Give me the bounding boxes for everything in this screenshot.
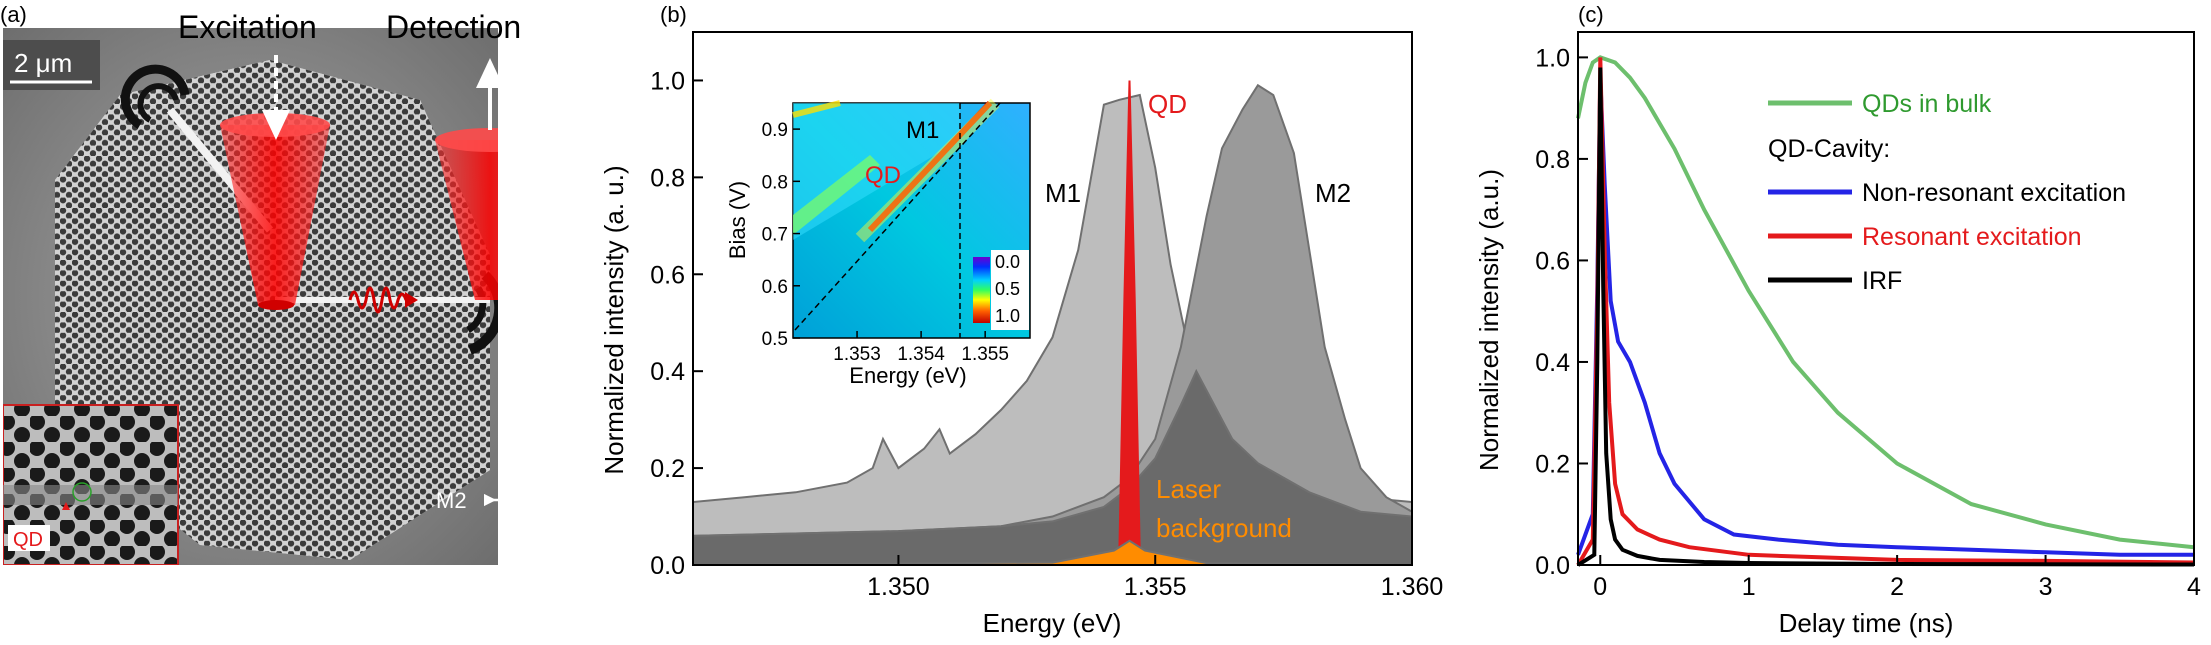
xtick-label-c-0: 0 (1593, 573, 1607, 601)
heatmap-label-qd: QD (865, 162, 901, 189)
ytick-label-c-3: 0.6 (1535, 247, 1570, 275)
panel-a-tag: (a) (0, 2, 27, 27)
scalebar-label: 2 μm (14, 48, 72, 78)
inset-zoom: QD (3, 404, 179, 565)
ytick-label-c-1: 0.2 (1535, 450, 1570, 478)
xtick-label-b-0: 1.350 (867, 573, 930, 601)
inset-xtick-label-0: 1.353 (833, 344, 881, 365)
colorbar-legend-bg (991, 250, 1029, 330)
plot-frame-b (692, 31, 1413, 566)
detection-arrow-icon (476, 58, 504, 130)
panel-b-annot-m1: M1 (1045, 178, 1081, 208)
heatmap-xlabel: Energy (eV) (849, 363, 966, 388)
xtick-label-c-4: 4 (2187, 573, 2201, 601)
panel-b-tag: (b) (660, 2, 687, 27)
colorbar (973, 257, 990, 323)
panel-b-plot: 1.350 1.355 1.360 0.0 0.2 0.4 0.6 0.8 1.0 (650, 31, 1444, 601)
detection-cone (435, 128, 498, 300)
colorbar-tick-0: 0.0 (995, 252, 1020, 272)
inset-ytick-label-1: 0.6 (762, 277, 788, 298)
grating-coupler-left (120, 64, 190, 129)
colorbar-tick-1: 0.5 (995, 279, 1020, 299)
inset-ytick-label-2: 0.7 (762, 225, 788, 246)
ytick-label-b-2: 0.4 (650, 358, 685, 386)
heatmap-qd-line (867, 100, 993, 233)
ytick-label-c-4: 0.8 (1535, 146, 1570, 174)
panel-b-annot-m2: M2 (1315, 178, 1351, 208)
ytick-label-c-0: 0.0 (1535, 552, 1570, 580)
panel-c-legend: QDs in bulk QD-Cavity: Non-resonant exci… (1768, 90, 2126, 295)
inset-ytick-label-4: 0.9 (762, 120, 788, 141)
inset-qd-label: QD (13, 529, 43, 551)
xtick-label-b-2: 1.360 (1381, 573, 1444, 601)
panel-c-tag: (c) (1578, 2, 1604, 27)
xtick-label-b-1: 1.355 (1124, 573, 1187, 601)
xtick-label-c-2: 2 (1890, 573, 1904, 601)
ytick-label-b-5: 1.0 (650, 67, 685, 95)
excitation-label: Excitation (178, 9, 317, 45)
excitation-arrow-icon (262, 55, 290, 140)
panel-b-inset: 0.0 0.5 1.0 M1 QD 1.353 1.354 1.355 0.5 0.6 0… (725, 98, 1031, 388)
legend-label-res: Resonant excitation (1862, 223, 2082, 251)
photon-arrowhead-icon (405, 292, 418, 308)
heatmap-label-m1: M1 (906, 117, 939, 144)
heatmap-axes: 1.353 1.354 1.355 0.5 0.6 0.7 0.8 0.9 (762, 120, 1009, 365)
qd-marker-icon (62, 502, 70, 510)
inset-xtick-label-1: 1.354 (897, 344, 945, 365)
inset-qd-label-box (8, 525, 50, 551)
panel-b-annot-qd: QD (1148, 89, 1187, 119)
panel-b: (b) 1.350 1.355 1.360 0.0 0.2 0.4 0.6 0.8 1.0 En… (599, 2, 1443, 638)
inset-ytick-label-0: 0.5 (762, 329, 788, 350)
panel-a: (a) (0, 2, 536, 565)
series-c-0 (1576, 55, 2195, 550)
ytick-label-b-4: 0.8 (650, 164, 685, 192)
photon-wavepacket-icon (348, 286, 408, 314)
panel-c: (c) 0 1 2 3 4 0.0 0.2 0.4 0.6 0.8 1.0 Delay time (… (1474, 2, 2201, 638)
heatmap-m1-band (792, 100, 841, 118)
detection-label: Detection (386, 9, 521, 45)
panel-c-xlabel: Delay time (ns) (1779, 608, 1954, 638)
legend-label-irf: IRF (1862, 267, 1902, 295)
panel-b-xlabel: Energy (eV) (983, 608, 1122, 638)
heatmap-left-band (793, 155, 880, 235)
series-c-3 (1576, 67, 2195, 567)
heatmap-ylabel: Bias (V) (725, 181, 750, 259)
legend-heading: QD-Cavity: (1768, 135, 1890, 163)
ytick-label-b-1: 0.2 (650, 455, 685, 483)
series-b-2 (692, 368, 1413, 566)
axis-label-m2: M2 (436, 488, 467, 513)
inset-ytick-label-3: 0.8 (762, 172, 788, 193)
ytick-label-c-2: 0.4 (1535, 349, 1570, 377)
heatmap-upper-region (793, 103, 960, 240)
panel-c-plot: 0 1 2 3 4 0.0 0.2 0.4 0.6 0.8 1.0 (1535, 31, 2201, 601)
plot-frame-c (1577, 31, 2195, 566)
ytick-label-c-5: 1.0 (1535, 44, 1570, 72)
panel-b-annot-background: background (1156, 513, 1292, 543)
xtick-label-c-3: 3 (2039, 573, 2053, 601)
ytick-label-b-3: 0.6 (650, 261, 685, 289)
inset-xtick-label-2: 1.355 (961, 344, 1009, 365)
inset-green-marker (72, 482, 92, 502)
xtick-label-c-1: 1 (1742, 573, 1756, 601)
legend-label-bulk: QDs in bulk (1862, 90, 1992, 118)
series-c-2 (1576, 57, 2195, 567)
heatmap-qd-glow (855, 98, 1000, 243)
panel-c-ylabel: Normalized intensity (a.u.) (1474, 169, 1504, 471)
colorbar-tick-2: 1.0 (995, 306, 1020, 326)
panel-b-annot-laser: Laser (1156, 474, 1221, 504)
panel-b-ylabel: Normalized intensity (a. u.) (599, 165, 629, 474)
ytick-label-b-0: 0.0 (650, 552, 685, 580)
heatmap-dashed-diagonal (794, 102, 1001, 331)
axis-label-m1: M1 (505, 536, 536, 561)
legend-label-nonres: Non-resonant excitation (1862, 179, 2126, 207)
